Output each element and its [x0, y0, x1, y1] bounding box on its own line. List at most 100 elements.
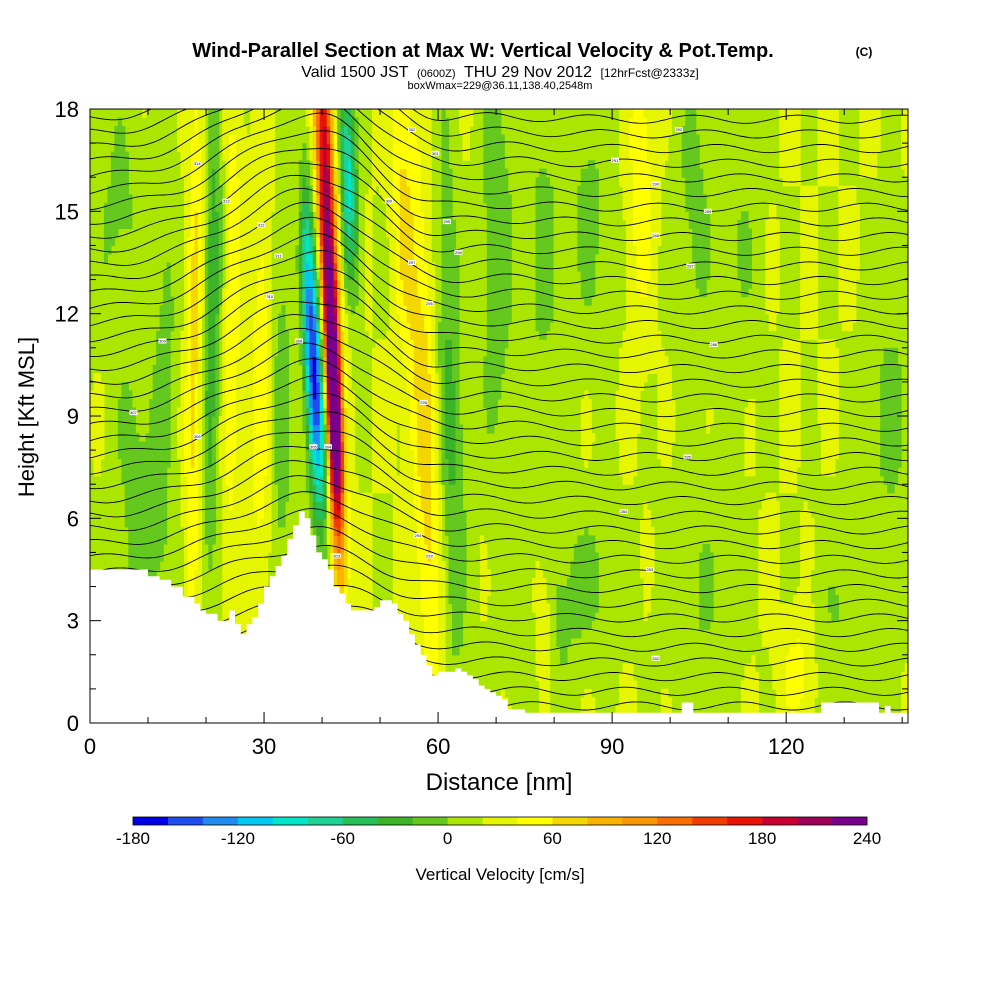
w-cell — [239, 236, 244, 247]
w-cell — [302, 390, 307, 400]
w-cell — [284, 356, 290, 366]
w-cell — [333, 330, 338, 340]
w-cell — [260, 569, 265, 579]
w-cell — [486, 398, 491, 409]
w-cell — [493, 271, 498, 281]
w-cell — [392, 398, 397, 409]
w-cell — [455, 603, 460, 613]
w-cell — [431, 492, 436, 502]
w-cell — [197, 373, 202, 383]
w-cell — [490, 313, 495, 323]
w-cell — [190, 398, 196, 409]
w-cell — [399, 279, 404, 289]
w-cell — [281, 441, 286, 451]
w-cell — [445, 322, 450, 332]
w-cell — [337, 117, 342, 127]
w-cell — [504, 339, 509, 349]
w-cell — [497, 245, 502, 255]
w-cell — [177, 416, 182, 426]
w-cell — [232, 185, 237, 195]
w-cell — [344, 484, 349, 494]
w-cell — [246, 339, 251, 349]
w-cell — [340, 578, 345, 588]
w-cell — [434, 552, 439, 562]
w-cell — [131, 441, 136, 451]
w-cell — [183, 381, 189, 392]
w-cell — [333, 262, 338, 272]
w-cell — [208, 424, 213, 434]
w-cell — [347, 595, 352, 605]
w-cell — [333, 509, 338, 519]
w-cell — [183, 151, 189, 161]
w-cell — [337, 373, 342, 383]
w-cell — [194, 253, 199, 264]
w-cell — [427, 177, 432, 187]
w-cell — [399, 450, 404, 460]
w-cell — [232, 117, 237, 127]
w-cell — [333, 228, 338, 238]
w-cell — [368, 543, 373, 554]
w-cell — [243, 509, 248, 519]
w-cell — [420, 177, 425, 187]
w-cell — [190, 416, 196, 426]
w-cell — [323, 117, 328, 127]
w-cell — [417, 526, 422, 536]
w-cell — [312, 126, 317, 136]
w-cell — [319, 535, 324, 545]
w-cell — [156, 390, 161, 400]
w-cell — [486, 126, 491, 136]
w-cell — [222, 475, 227, 485]
w-cell — [417, 364, 422, 374]
w-cell — [159, 501, 164, 511]
w-cell — [406, 228, 411, 238]
w-cell — [183, 424, 189, 434]
w-cell — [448, 313, 453, 323]
w-cell — [239, 330, 244, 340]
w-cell — [340, 450, 345, 460]
w-cell — [190, 373, 196, 383]
w-cell — [333, 177, 338, 187]
w-cell — [208, 211, 213, 221]
w-cell — [163, 450, 168, 460]
w-cell — [486, 271, 491, 281]
w-cell — [284, 381, 290, 392]
w-cell — [260, 202, 265, 212]
w-cell — [190, 578, 196, 588]
w-cell — [316, 194, 321, 204]
w-cell — [257, 117, 262, 127]
w-cell — [410, 407, 415, 417]
w-cell — [337, 228, 342, 238]
w-cell — [232, 305, 237, 315]
w-cell — [277, 458, 283, 468]
w-cell — [264, 441, 269, 451]
w-cell — [340, 339, 345, 349]
w-cell — [424, 228, 429, 238]
w-cell — [156, 364, 161, 374]
w-cell — [410, 569, 415, 579]
w-cell — [302, 322, 307, 332]
w-cell — [239, 117, 244, 127]
w-cell — [180, 168, 185, 178]
w-cell — [302, 398, 307, 409]
w-cell — [110, 236, 115, 247]
w-cell — [424, 177, 429, 187]
w-cell — [452, 296, 457, 306]
w-cell — [431, 305, 436, 315]
w-cell — [483, 160, 488, 170]
w-cell — [107, 185, 112, 195]
w-cell — [232, 441, 237, 451]
w-cell — [420, 236, 425, 247]
w-cell — [427, 416, 432, 426]
w-cell — [264, 253, 269, 264]
w-cell — [215, 168, 220, 178]
w-cell — [190, 339, 196, 349]
w-cell — [236, 279, 241, 289]
w-cell — [281, 433, 286, 443]
w-cell — [351, 219, 356, 229]
w-cell — [403, 330, 408, 340]
w-cell — [305, 202, 310, 212]
w-cell — [497, 211, 502, 221]
w-cell — [156, 467, 161, 477]
w-cell — [413, 151, 418, 161]
w-cell — [483, 569, 488, 579]
